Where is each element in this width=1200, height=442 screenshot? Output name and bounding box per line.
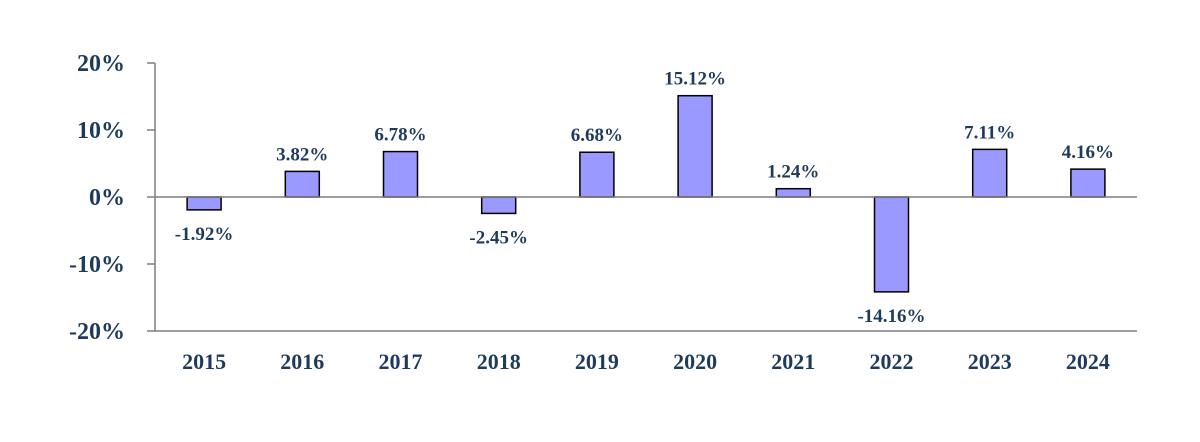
bar-2023 [971, 148, 1008, 198]
data-label-2018: -2.45% [469, 227, 528, 248]
y-tick-label: -20% [69, 319, 125, 345]
y-tick-label: 20% [77, 51, 125, 77]
bar-2022 [873, 196, 910, 293]
y-tick-label: -10% [69, 252, 125, 278]
bar-2021 [775, 187, 812, 198]
x-axis: 2015 2016 2017 2018 2019 2020 2021 2022 2023 2024 [155, 330, 1137, 374]
bar-2019 [579, 151, 615, 198]
x-tick-label-2022: 2022 [870, 349, 914, 374]
data-label-2020: 15.12% [664, 69, 726, 90]
bar-2018 [480, 196, 517, 215]
x-tick-label-2023: 2023 [968, 349, 1012, 374]
y-axis: 20% 10% 0% -10% -20% [69, 51, 156, 345]
data-label-2019: 6.68% [571, 125, 623, 146]
data-label-2022: -14.16% [857, 306, 925, 327]
bar-2017 [382, 150, 419, 198]
x-tick-label-2024: 2024 [1066, 349, 1110, 374]
x-tick-label-2018: 2018 [477, 349, 521, 374]
x-tick-label-2020: 2020 [673, 349, 717, 374]
data-label-2017: 6.78% [374, 125, 426, 146]
data-label-2016: 3.82% [276, 144, 328, 165]
x-tick-label-2015: 2015 [182, 349, 226, 374]
y-tick-label: 10% [77, 118, 125, 144]
data-label-2023: 7.11% [964, 122, 1015, 143]
data-labels-group: -1.92% 3.82% 6.78% -2.45% 6.68% 15.12% 1.24% -1… [175, 69, 1114, 327]
bar-2015 [186, 196, 222, 211]
bar-2024 [1070, 168, 1106, 198]
x-tick-label-2021: 2021 [771, 349, 815, 374]
data-label-2021: 1.24% [767, 162, 819, 183]
x-tick-label-2019: 2019 [575, 349, 619, 374]
y-tick-label: 0% [89, 185, 125, 211]
x-tick-label-2017: 2017 [379, 349, 423, 374]
data-label-2024: 4.16% [1062, 142, 1114, 163]
x-tick-label-2016: 2016 [280, 349, 324, 374]
bar-2020 [677, 94, 713, 198]
bar-2016 [284, 170, 321, 198]
data-label-2015: -1.92% [175, 224, 234, 245]
bars-group [186, 94, 1106, 293]
